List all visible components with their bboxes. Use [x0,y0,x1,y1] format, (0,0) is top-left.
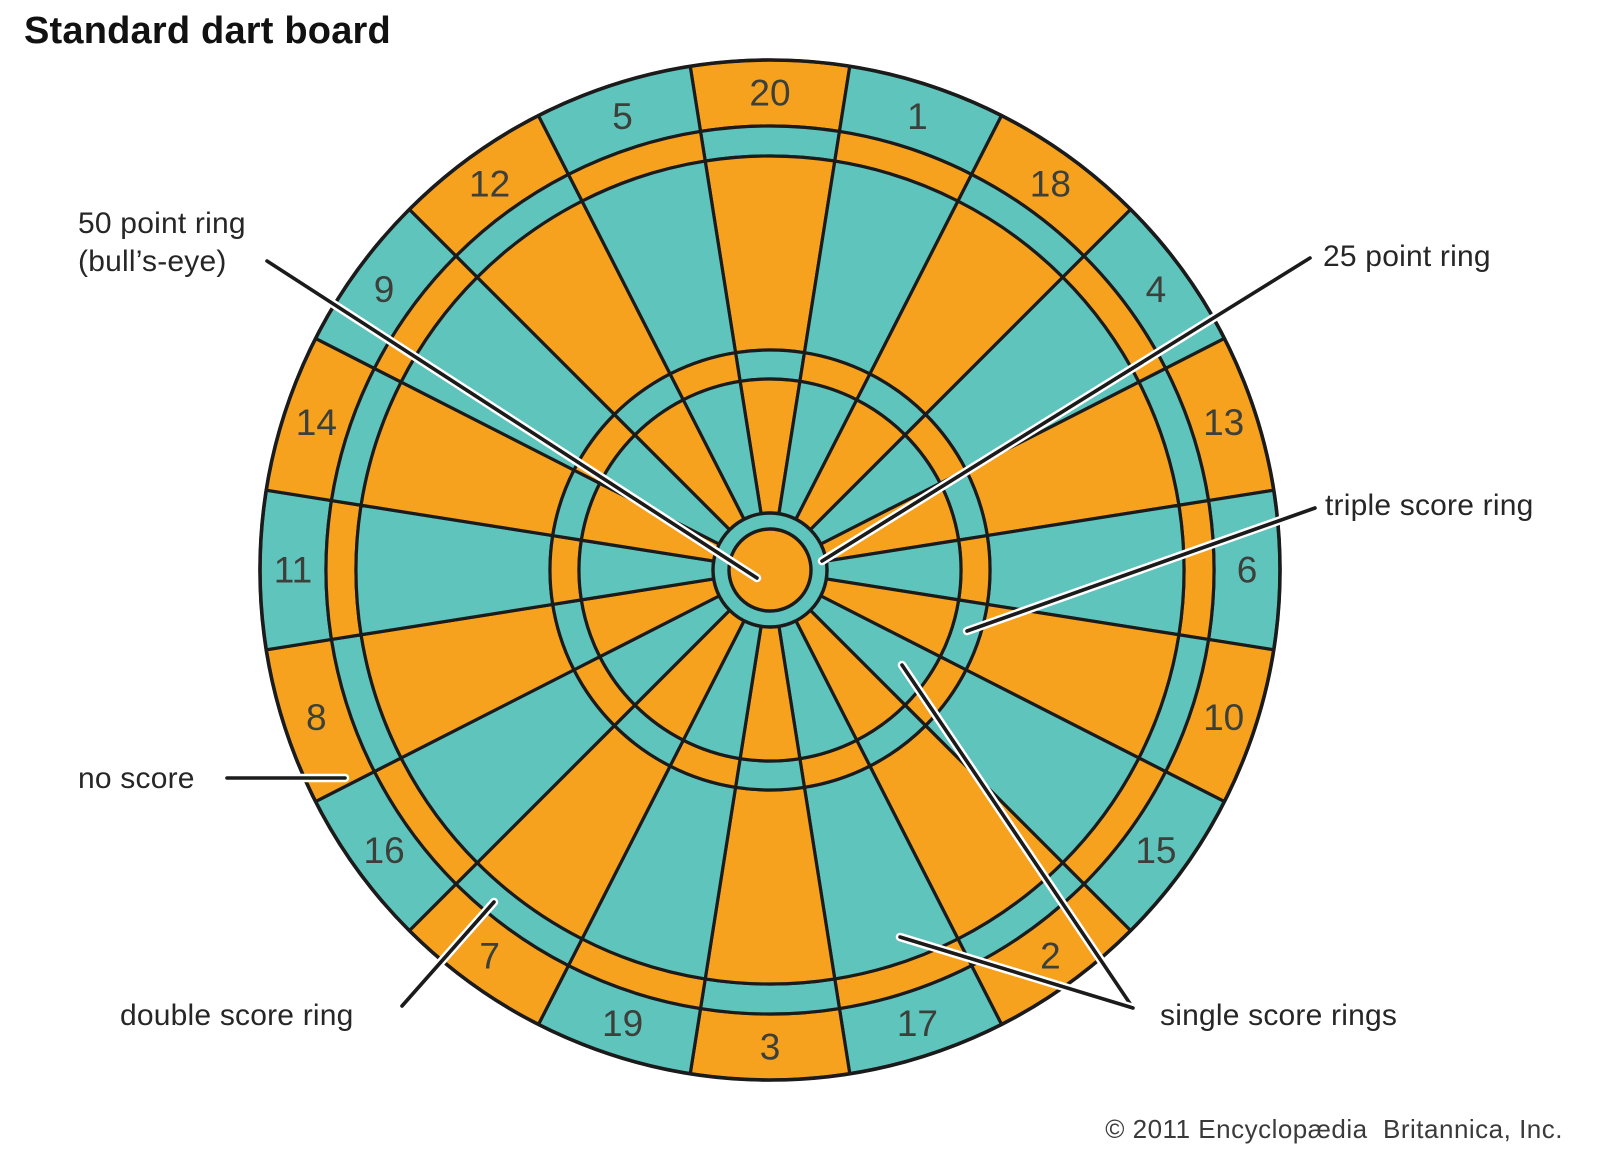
sector-number-12: 12 [469,164,510,205]
double-pointer [400,900,496,1008]
sector-number-13: 13 [1203,402,1244,443]
sector-number-4: 4 [1146,269,1167,310]
singles-pointer-inner [900,663,1135,1010]
sector-20-triple-ring-segment [733,348,807,383]
sector-number-8: 8 [306,697,327,738]
copyright-notice: © 2011 Encyclopædia Britannica, Inc. [1105,1114,1563,1144]
sector-number-5: 5 [612,96,633,137]
sector-number-10: 10 [1203,697,1244,738]
bullseye-pointer [265,259,759,580]
label-no-score: no score [78,762,195,795]
label-50-point-ring-line1: 50 point ring [78,207,246,240]
singles-pointer-outer [898,935,1135,1010]
sector-number-6: 6 [1237,550,1258,591]
bullseye-50-point [727,527,813,613]
sector-number-16: 16 [364,830,405,871]
board-outer-rim [258,58,1282,1082]
ring25-pointer [820,256,1312,563]
sector-number-14: 14 [296,402,337,443]
sector-6-triple-ring-segment [957,533,992,607]
sector-number-2: 2 [1040,935,1061,976]
label-single-score-rings: single score rings [1160,999,1398,1032]
label-50-point-ring-line2: (bull’s-eye) [78,245,227,278]
sector-number-15: 15 [1135,830,1176,871]
label-50-point-ring: 50 point ring (bull’s-eye) [78,205,246,281]
sector-number-11: 11 [274,550,312,591]
sector-number-20: 20 [749,73,790,114]
label-25-point-ring: 25 point ring [1323,240,1491,273]
sector-number-17: 17 [897,1003,938,1044]
sector-number-3: 3 [760,1027,781,1068]
sector-number-18: 18 [1030,164,1071,205]
label-double-score-ring: double score ring [120,999,354,1032]
page-title: Standard dart board [24,10,391,52]
sector-number-7: 7 [479,935,500,976]
sector-11-triple-ring-segment [548,533,583,607]
sector-number-9: 9 [374,269,395,310]
sector-3-triple-ring-segment [733,757,807,792]
sector-number-19: 19 [602,1003,643,1044]
sector-number-1: 1 [907,96,928,137]
triple-pointer [965,506,1317,633]
label-triple-score-ring: triple score ring [1325,489,1534,522]
